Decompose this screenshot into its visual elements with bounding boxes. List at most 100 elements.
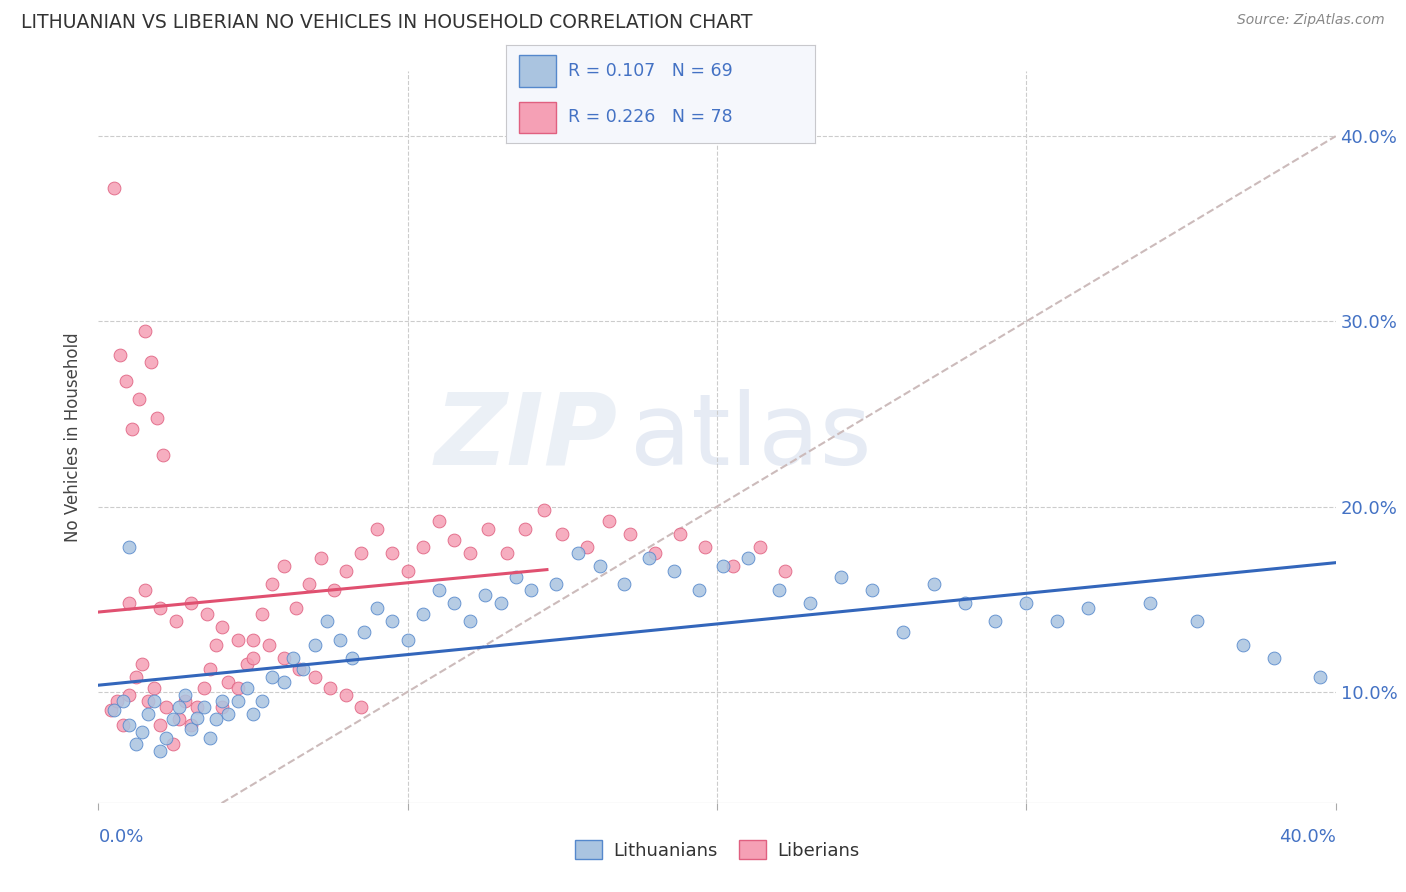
Point bbox=[353, 625, 375, 640]
Point bbox=[146, 410, 169, 425]
Text: R = 0.107   N = 69: R = 0.107 N = 69 bbox=[568, 62, 733, 80]
Point bbox=[644, 546, 666, 560]
Text: 40.0%: 40.0% bbox=[1279, 828, 1336, 846]
Point bbox=[350, 699, 373, 714]
Point bbox=[242, 706, 264, 721]
Point bbox=[1232, 639, 1254, 653]
Point bbox=[108, 348, 131, 362]
Point bbox=[205, 713, 228, 727]
Point bbox=[1077, 601, 1099, 615]
Point bbox=[180, 596, 202, 610]
Point bbox=[257, 639, 280, 653]
Text: 0.0%: 0.0% bbox=[98, 828, 143, 846]
Point bbox=[576, 541, 599, 555]
Legend: Lithuanians, Liberians: Lithuanians, Liberians bbox=[568, 832, 866, 867]
Text: LITHUANIAN VS LIBERIAN NO VEHICLES IN HOUSEHOLD CORRELATION CHART: LITHUANIAN VS LIBERIAN NO VEHICLES IN HO… bbox=[21, 13, 752, 32]
Text: Source: ZipAtlas.com: Source: ZipAtlas.com bbox=[1237, 13, 1385, 28]
Point bbox=[515, 522, 537, 536]
Point bbox=[749, 541, 772, 555]
Point bbox=[662, 565, 685, 579]
Point bbox=[551, 527, 574, 541]
Point bbox=[198, 663, 221, 677]
Point bbox=[118, 689, 141, 703]
Point bbox=[136, 706, 159, 721]
Point bbox=[443, 533, 465, 547]
Point bbox=[152, 448, 174, 462]
Point bbox=[335, 565, 357, 579]
Point bbox=[217, 706, 239, 721]
Point bbox=[598, 514, 620, 528]
Point bbox=[891, 625, 914, 640]
Point bbox=[186, 711, 208, 725]
Point bbox=[131, 725, 153, 739]
Point bbox=[458, 546, 481, 560]
Point bbox=[260, 577, 283, 591]
Point bbox=[366, 522, 388, 536]
Point bbox=[381, 615, 404, 629]
Text: atlas: atlas bbox=[630, 389, 872, 485]
Point bbox=[546, 577, 568, 591]
Point bbox=[335, 689, 357, 703]
Point bbox=[115, 374, 138, 388]
Point bbox=[693, 541, 716, 555]
Point bbox=[273, 558, 295, 573]
Point bbox=[217, 675, 239, 690]
Point bbox=[316, 615, 339, 629]
Point bbox=[381, 546, 404, 560]
Point bbox=[118, 596, 141, 610]
Point bbox=[768, 582, 790, 597]
Point bbox=[1263, 651, 1285, 665]
Text: ZIP: ZIP bbox=[434, 389, 619, 485]
Point bbox=[149, 601, 172, 615]
Point bbox=[860, 582, 883, 597]
Point bbox=[283, 651, 305, 665]
Text: R = 0.226   N = 78: R = 0.226 N = 78 bbox=[568, 108, 733, 126]
Point bbox=[721, 558, 744, 573]
Point bbox=[412, 607, 434, 621]
Point bbox=[1015, 596, 1038, 610]
Point bbox=[162, 713, 184, 727]
Point bbox=[412, 541, 434, 555]
Point bbox=[252, 694, 274, 708]
Point bbox=[134, 582, 156, 597]
Point bbox=[304, 670, 326, 684]
Point bbox=[211, 620, 233, 634]
Point bbox=[567, 546, 589, 560]
Point bbox=[619, 527, 641, 541]
Point bbox=[427, 582, 450, 597]
Point bbox=[288, 663, 311, 677]
Point bbox=[118, 541, 141, 555]
Point bbox=[773, 565, 796, 579]
Point bbox=[180, 718, 202, 732]
Point bbox=[103, 181, 125, 195]
Point bbox=[180, 722, 202, 736]
Point bbox=[226, 681, 249, 695]
Point bbox=[366, 601, 388, 615]
Point bbox=[167, 713, 190, 727]
Point bbox=[162, 737, 184, 751]
Point bbox=[167, 699, 190, 714]
Point bbox=[1309, 670, 1331, 684]
Point bbox=[242, 651, 264, 665]
Point bbox=[291, 663, 314, 677]
Point bbox=[100, 703, 122, 717]
Point bbox=[103, 703, 125, 717]
Point bbox=[495, 546, 517, 560]
Point bbox=[205, 639, 228, 653]
Point bbox=[799, 596, 821, 610]
Point bbox=[588, 558, 610, 573]
Point bbox=[340, 651, 363, 665]
Point bbox=[155, 731, 177, 745]
Point bbox=[322, 582, 344, 597]
Point bbox=[139, 355, 162, 369]
Point bbox=[458, 615, 481, 629]
Point bbox=[143, 681, 166, 695]
Point bbox=[242, 632, 264, 647]
Point bbox=[174, 689, 197, 703]
Point bbox=[711, 558, 734, 573]
Point bbox=[319, 681, 342, 695]
Point bbox=[350, 546, 373, 560]
Point bbox=[252, 607, 274, 621]
Point bbox=[688, 582, 710, 597]
Point bbox=[273, 675, 295, 690]
